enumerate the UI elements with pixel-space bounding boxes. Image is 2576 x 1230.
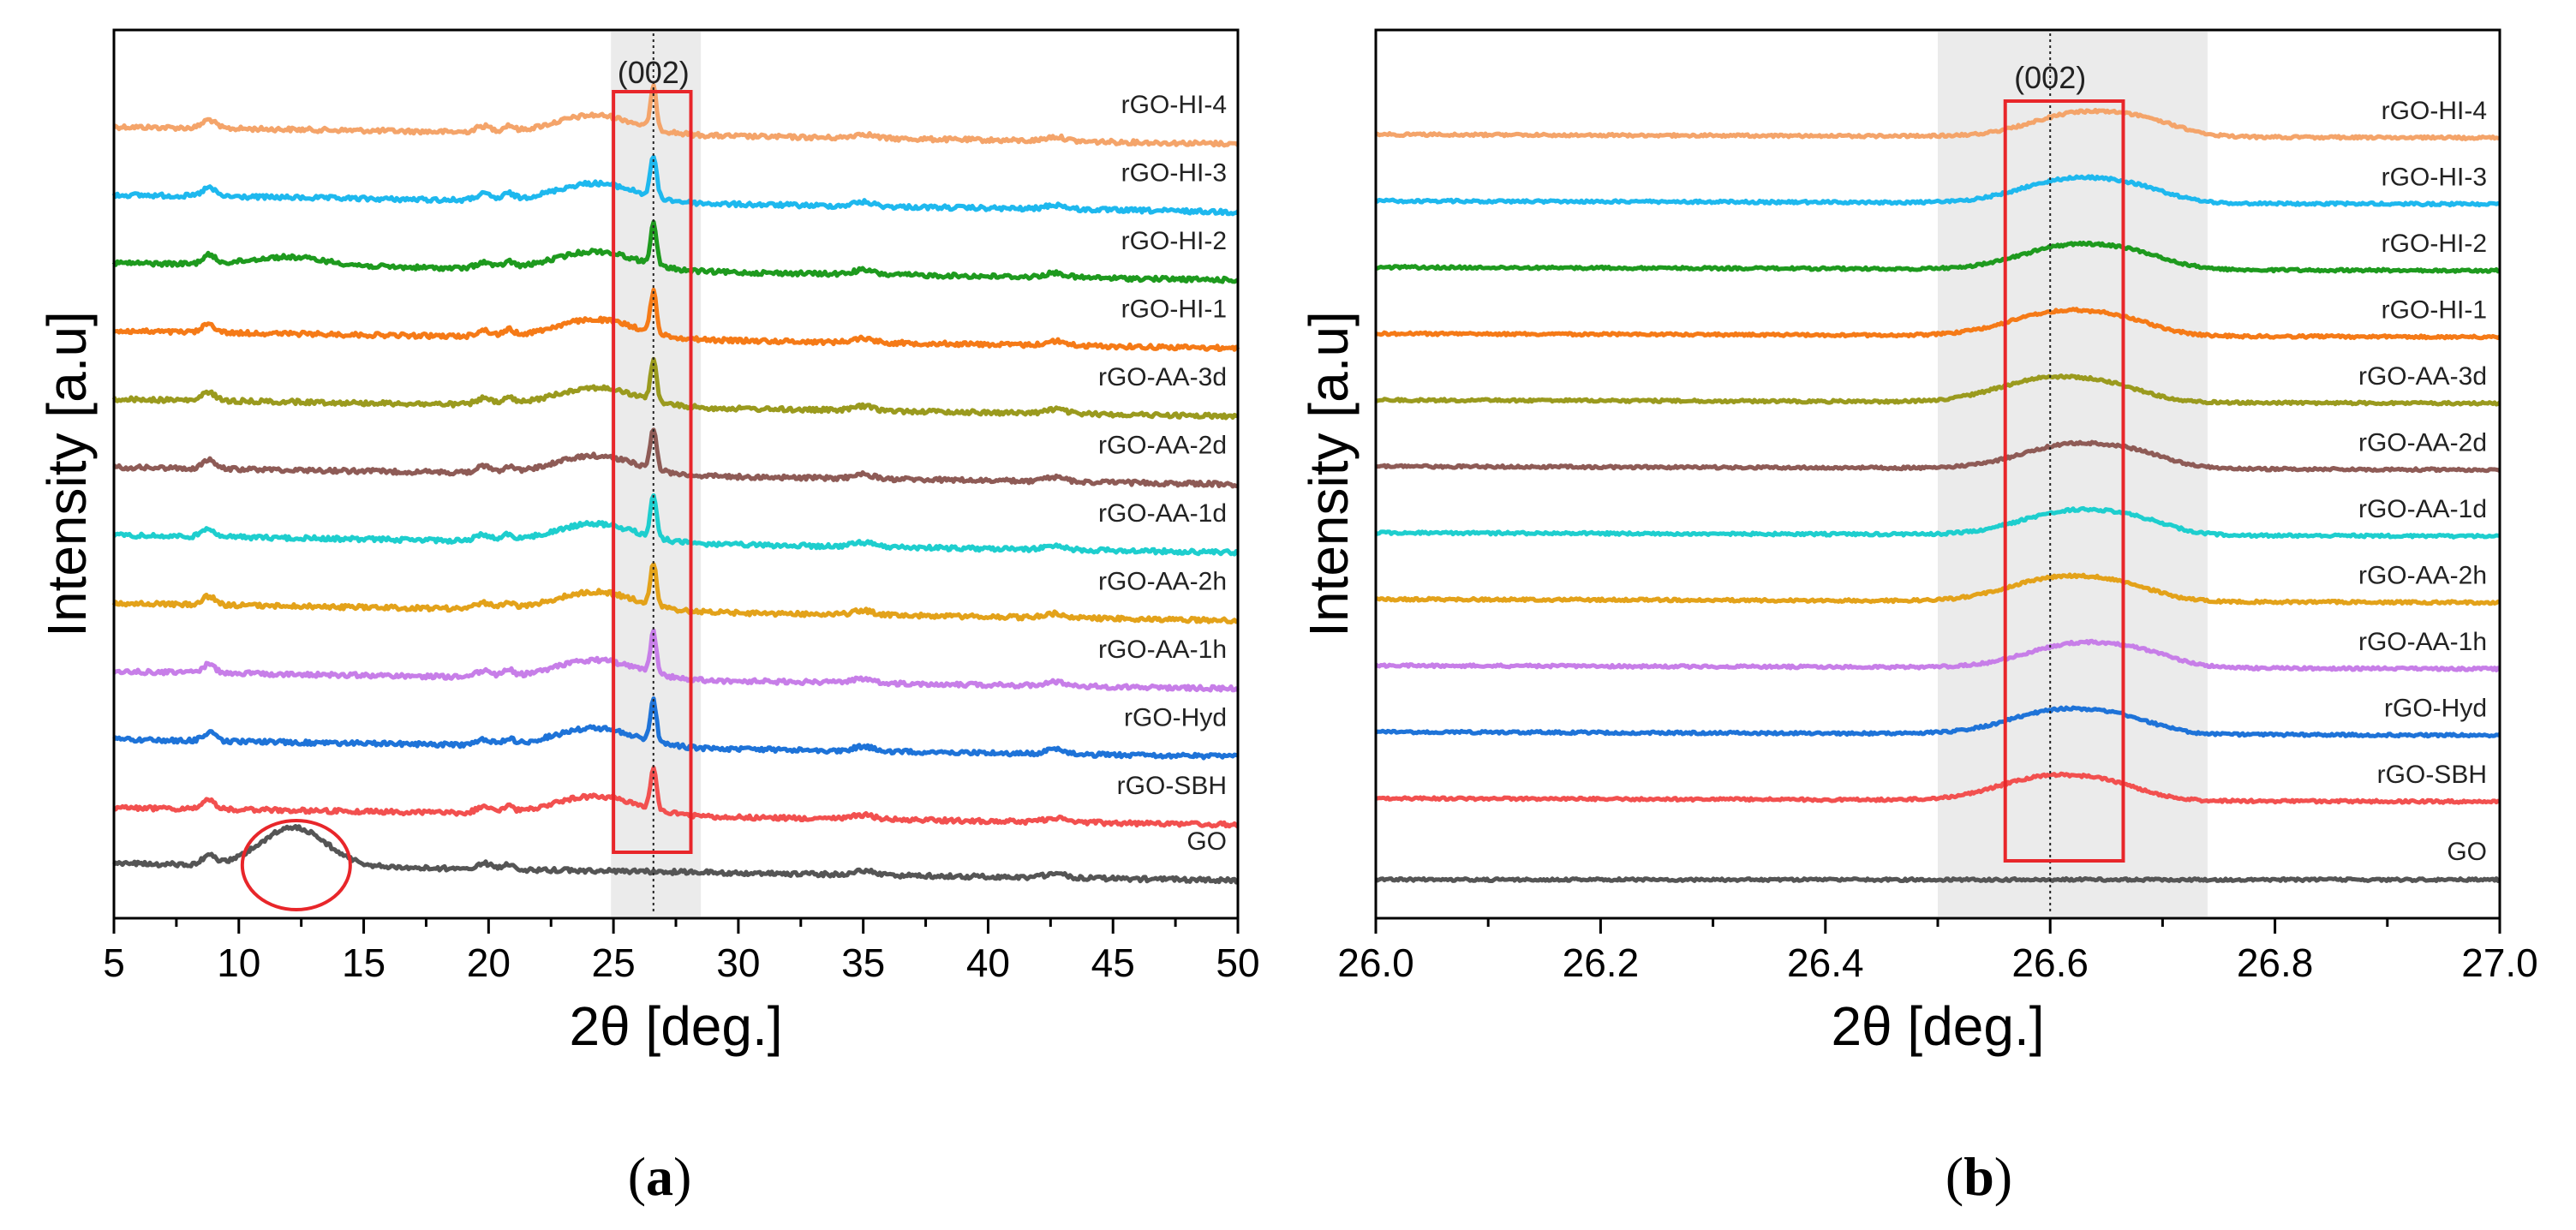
series-line-rgo-hi-1 [113, 287, 1240, 352]
series-line-rgo-aa-3d [111, 356, 1239, 421]
series-line-rgo-aa-3d [1375, 373, 2501, 407]
series-line-rgo-aa-1d [112, 493, 1240, 557]
x-tick-label: 26.4 [1787, 940, 1864, 985]
x-tick-label: 35 [841, 940, 885, 985]
series-label: rGO-AA-2d [1098, 432, 1227, 460]
series-line-rgo-aa-2d [1375, 439, 2501, 474]
series-label: rGO-HI-4 [1121, 91, 1227, 119]
series-label: rGO-HI-2 [2382, 230, 2487, 258]
panel-a: rGO-HI-4 rGO-HI-3 rGO-HI-2 rGO-HI-1 rGO-AA-3… [36, 28, 1260, 1207]
series-label: rGO-Hyd [1124, 704, 1227, 732]
series-label: GO [1186, 827, 1227, 856]
series-label: rGO-HI-1 [1121, 296, 1227, 324]
series-label: rGO-AA-1d [1098, 499, 1227, 528]
series-label: rGO-AA-2d [2358, 429, 2487, 457]
x-tick-label: 10 [217, 940, 260, 985]
series-line-go [1374, 876, 2501, 883]
panel-label-open: ( [628, 1146, 646, 1207]
x-tick-label: 26.6 [2011, 940, 2089, 985]
series-label: rGO-AA-3d [2358, 362, 2487, 391]
series-label: rGO-AA-1h [1098, 636, 1227, 664]
series-label: rGO-HI-3 [2382, 164, 2487, 192]
shaded-band [1938, 32, 2208, 917]
x-axis-title: 2θ [deg.] [569, 995, 782, 1057]
panel-label-close: ) [1994, 1146, 2012, 1207]
series-line-rgo-hi-4 [1375, 107, 2501, 141]
peak-label: (002) [618, 55, 690, 90]
series-label: rGO-AA-1h [2358, 628, 2487, 656]
x-tick-label: 26.8 [2237, 940, 2314, 985]
x-tick-label: 15 [342, 940, 386, 985]
x-tick-label: 20 [467, 940, 511, 985]
series-label: rGO-SBH [2377, 761, 2487, 789]
y-axis-title: Intensity [a.u] [36, 311, 98, 637]
series-line-rgo-hi-2 [1375, 240, 2501, 274]
peak-label: (002) [2014, 60, 2086, 95]
panel-label: (b) [1945, 1146, 2012, 1207]
series-label: rGO-Hyd [2384, 695, 2487, 723]
series-line-rgo-aa-1h [112, 628, 1240, 693]
series-label: rGO-AA-3d [1098, 363, 1227, 391]
panel-label-open: ( [1945, 1146, 1963, 1207]
series-label: rGO-HI-3 [1121, 159, 1227, 188]
x-tick-label: 26.2 [1563, 940, 1640, 985]
highlight-box [2003, 99, 2125, 863]
panel-label-close: ) [673, 1146, 691, 1207]
x-tick-label: 25 [592, 940, 636, 985]
series-line-rgo-sbh [112, 765, 1240, 829]
series-line-go [112, 824, 1239, 885]
series-line-rgo-aa-1d [1374, 505, 2501, 540]
series-line-rgo-hyd [1374, 705, 2501, 739]
panel-b: rGO-HI-4 rGO-HI-3 rGO-HI-2 rGO-HI-1 rGO-AA-3… [1298, 28, 2538, 1207]
panel-label: (a) [628, 1146, 692, 1207]
y-axis-title: Intensity [a.u] [1298, 311, 1360, 637]
series-label: rGO-HI-2 [1121, 227, 1227, 255]
panel-label-letter: b [1963, 1146, 1994, 1207]
x-tick-label: 50 [1216, 940, 1259, 985]
x-tick-label: 5 [103, 940, 125, 985]
series-label: GO [2447, 838, 2487, 866]
x-tick-label: 40 [966, 940, 1010, 985]
series-label: rGO-AA-1d [2358, 495, 2487, 523]
series-line-rgo-hyd [112, 696, 1239, 761]
series-line-rgo-sbh [1375, 771, 2501, 805]
highlight-box [612, 90, 693, 854]
x-axis-title: 2θ [deg.] [1831, 995, 2044, 1057]
x-tick-label: 26.0 [1337, 940, 1414, 985]
series-label: rGO-HI-4 [2382, 97, 2487, 125]
series-label: rGO-AA-2h [2358, 562, 2487, 590]
series-label: rGO-AA-2h [1098, 568, 1227, 596]
series-label: rGO-SBH [1117, 772, 1227, 800]
x-tick-label: 45 [1091, 940, 1135, 985]
series-line-rgo-aa-1h [1374, 638, 2501, 672]
series-line-rgo-hi-4 [112, 83, 1240, 148]
series-line-rgo-aa-2h [1375, 572, 2501, 606]
series-line-rgo-hi-2 [111, 219, 1240, 284]
series-line-rgo-hi-1 [1375, 307, 2501, 341]
x-tick-label: 30 [716, 940, 760, 985]
series-line-rgo-aa-2h [111, 562, 1239, 625]
go-peak-circle [240, 819, 352, 911]
series-line-rgo-hi-3 [1374, 174, 2501, 208]
series-label: rGO-HI-1 [2382, 296, 2487, 325]
x-tick-label: 27.0 [2461, 940, 2538, 985]
series-line-rgo-aa-2d [112, 427, 1239, 489]
series-line-rgo-hi-3 [111, 154, 1240, 217]
panel-label-letter: a [646, 1146, 673, 1207]
